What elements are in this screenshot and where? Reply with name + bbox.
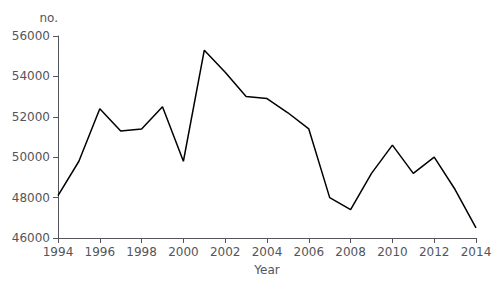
svg-text:52000: 52000 [12,110,50,124]
svg-text:2010: 2010 [377,245,408,259]
svg-text:2012: 2012 [419,245,450,259]
svg-text:50000: 50000 [12,150,50,164]
svg-text:2000: 2000 [168,245,199,259]
svg-text:no.: no. [39,11,58,25]
svg-text:2008: 2008 [335,245,366,259]
svg-text:48000: 48000 [12,191,50,205]
svg-text:56000: 56000 [12,29,50,43]
svg-text:2002: 2002 [210,245,241,259]
svg-text:Year: Year [253,263,279,277]
svg-text:1996: 1996 [85,245,116,259]
svg-text:2004: 2004 [252,245,283,259]
svg-text:1994: 1994 [43,245,74,259]
svg-text:46000: 46000 [12,231,50,245]
svg-text:2006: 2006 [294,245,325,259]
svg-text:1998: 1998 [126,245,157,259]
svg-text:2014: 2014 [461,245,492,259]
svg-text:54000: 54000 [12,69,50,83]
